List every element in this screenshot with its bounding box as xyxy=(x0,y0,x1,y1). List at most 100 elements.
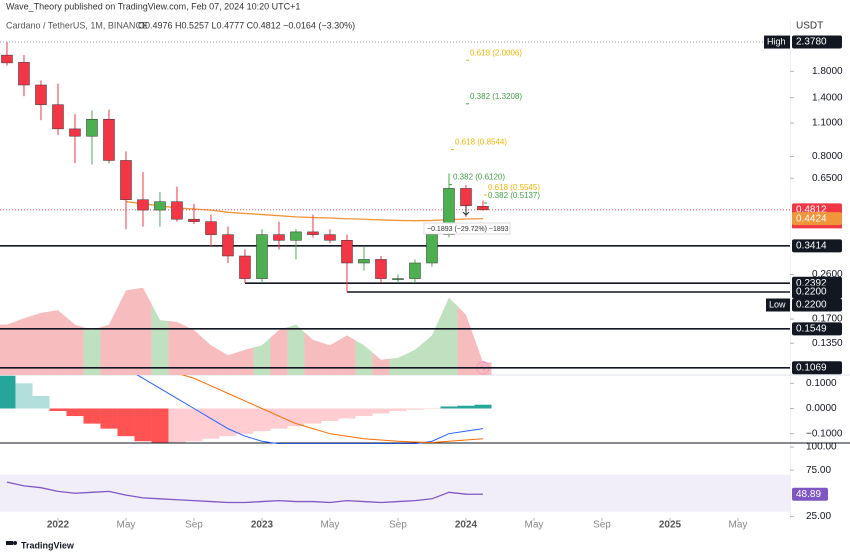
candle-body xyxy=(375,259,387,279)
candle-body xyxy=(171,201,183,220)
macd-histogram-bar xyxy=(457,405,475,409)
level-tag-box xyxy=(792,361,842,375)
y-tick-label: 0.2600 xyxy=(812,269,843,280)
x-tick-label: May xyxy=(525,520,544,531)
publisher: Wave_Theory published on TradingView.com… xyxy=(6,1,300,11)
measure-arrow xyxy=(462,205,470,216)
low-tag-box xyxy=(792,298,842,312)
macd-histogram-bar xyxy=(236,408,254,434)
level-tag-label: 0.3414 xyxy=(796,241,827,252)
oscillator-area xyxy=(83,327,101,375)
macd-histogram-bar xyxy=(423,408,441,409)
low-tag-name: Low xyxy=(769,299,786,309)
candle-body xyxy=(69,128,81,137)
y-tick-label: 75.00 xyxy=(806,465,831,476)
macd-histogram-bar xyxy=(338,408,356,419)
fib-label: 0.618 (0.8544) xyxy=(455,138,507,147)
macd-histogram-bar xyxy=(202,408,220,439)
candle-body xyxy=(290,231,302,241)
candle-body xyxy=(273,234,285,241)
x-tick-label: 2025 xyxy=(659,520,682,531)
x-tick-label: Sep xyxy=(389,520,407,531)
x-tick-label: 2024 xyxy=(455,520,478,531)
fib-label: 0.382 (0.6120) xyxy=(453,173,505,182)
candle-body xyxy=(35,84,47,105)
candle-body xyxy=(239,255,251,279)
high-tag-name: High xyxy=(767,36,786,46)
y-tick-label: 0.8000 xyxy=(812,151,843,162)
macd-histogram-bar xyxy=(406,408,424,410)
candle-body xyxy=(86,119,98,137)
y-tick-label: 0.1000 xyxy=(806,378,837,389)
macd-histogram-bar xyxy=(219,408,237,437)
candle-body xyxy=(324,234,336,241)
x-tick-label: May xyxy=(117,520,136,531)
macd-histogram-bar xyxy=(15,383,33,409)
rsi-tag-label: 48.89 xyxy=(796,489,821,500)
macd-histogram-bar xyxy=(270,408,288,429)
fib-label: 0.618 (0.5545) xyxy=(488,183,540,192)
oscillator-area xyxy=(100,307,118,375)
oscillator-area xyxy=(457,306,475,375)
y-tick-label: 1.8000 xyxy=(812,66,843,77)
candle-body xyxy=(256,234,268,279)
x-tick-label: 2023 xyxy=(251,520,274,531)
level-tag-label: 0.2392 xyxy=(796,278,827,289)
macd-histogram-bar xyxy=(0,375,16,409)
y-tick-label: 0.6500 xyxy=(812,173,843,184)
rsi-line xyxy=(6,481,483,504)
macd-histogram-bar xyxy=(134,408,152,442)
oscillator-area xyxy=(134,287,152,375)
high-tag-label: 2.3780 xyxy=(796,37,827,48)
oscillator-area xyxy=(15,315,33,375)
signal-line xyxy=(181,375,484,443)
oscillator-area xyxy=(474,338,492,375)
y-tick-label: 25.00 xyxy=(806,511,831,522)
oscillator-area xyxy=(219,350,237,375)
y-tick-label: 0.0000 xyxy=(806,403,837,414)
level-tag-box xyxy=(792,322,842,336)
macd-histogram-bar xyxy=(253,408,271,432)
macd-histogram-bar xyxy=(185,408,203,442)
candle-body xyxy=(188,218,200,222)
candle-body xyxy=(460,188,472,207)
y-tick-label: −0.1000 xyxy=(806,428,843,439)
macd-histogram-bar xyxy=(321,408,339,422)
candle-body xyxy=(443,188,455,235)
candle-body xyxy=(477,206,489,211)
ema-tag-label: 0.4424 xyxy=(796,213,827,224)
symbol: Cardano / TetherUS, 1M, BINANCE xyxy=(6,20,148,30)
candle-body xyxy=(52,104,64,130)
oscillator-area xyxy=(168,321,186,375)
macd-histogram-bar xyxy=(83,408,101,424)
measure-box xyxy=(423,222,511,235)
candle-body xyxy=(1,54,13,64)
oscillator-area xyxy=(355,340,373,375)
oscillator-area xyxy=(321,340,339,375)
oscillator-area xyxy=(0,321,16,375)
oscillator-area xyxy=(32,311,50,375)
high-tag-box xyxy=(792,35,842,49)
measure-label: −0.1893 (−29.72%) −1893 xyxy=(427,226,509,233)
candle-body xyxy=(392,278,404,280)
ema-line xyxy=(125,201,483,222)
macd-histogram-bar xyxy=(389,408,407,412)
footer-brand: TradingView xyxy=(21,540,75,550)
oscillator-area xyxy=(406,342,424,375)
oscillator-area xyxy=(423,316,441,375)
macd-histogram-bar xyxy=(355,408,373,417)
candle-body xyxy=(154,201,166,211)
level-tag-label: 0.2200 xyxy=(796,287,827,298)
oscillator-area xyxy=(389,353,407,375)
candle-body xyxy=(18,62,30,86)
oscillator-area xyxy=(49,310,67,375)
macd-histogram-bar xyxy=(168,408,186,443)
level-tag-box xyxy=(792,239,842,253)
y-tick-label: 0.1700 xyxy=(812,314,843,325)
oscillator-area xyxy=(151,303,169,375)
macd-histogram-bar xyxy=(66,408,84,417)
macd-histogram-bar xyxy=(151,408,169,443)
ema-tag-box xyxy=(792,212,842,226)
y-tick-label: 1.4000 xyxy=(812,92,843,103)
